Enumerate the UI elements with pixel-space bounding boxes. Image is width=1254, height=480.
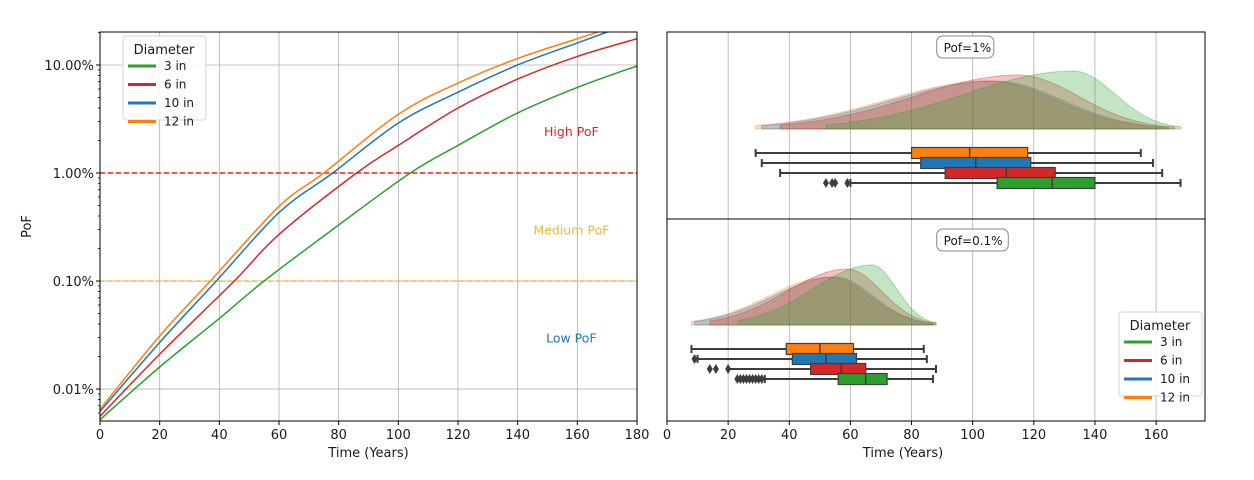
box-iqr xyxy=(791,352,858,366)
outlier-marker xyxy=(844,178,851,188)
axes-frame xyxy=(99,31,638,422)
outlier-marker xyxy=(740,374,747,384)
outlier-marker xyxy=(829,178,836,188)
y-tick-label: 0.01% xyxy=(53,383,94,398)
y-axis-label: PoF xyxy=(20,215,35,238)
x-tick-label: 180 xyxy=(625,428,650,443)
box-iqr xyxy=(944,166,1056,180)
outlier-marker xyxy=(706,364,713,374)
outlier-marker xyxy=(743,374,750,384)
legend-label: 12 in xyxy=(164,115,194,129)
box-12in xyxy=(690,342,925,356)
y-tick-label: 10.00% xyxy=(44,59,94,74)
series-line-10in xyxy=(100,32,608,412)
x-tick-label: 20 xyxy=(720,428,737,443)
kde-10in xyxy=(694,276,934,326)
x-tick-label: 20 xyxy=(151,428,168,443)
x-tick-label: 100 xyxy=(386,428,411,443)
outlier-marker xyxy=(737,374,744,384)
x-tick-label: 60 xyxy=(842,428,859,443)
x-tick-label: 80 xyxy=(903,428,920,443)
outlier-marker xyxy=(712,364,719,374)
legend-label: 3 in xyxy=(1160,335,1182,349)
legend-label: 6 in xyxy=(1160,354,1182,368)
kde-6in xyxy=(779,74,1175,130)
x-tick-label: 60 xyxy=(271,428,288,443)
x-tick-label: 140 xyxy=(505,428,530,443)
y-tick-label: 1.00% xyxy=(53,167,94,182)
x-tick-label: 140 xyxy=(1083,428,1108,443)
outlier-marker xyxy=(752,374,759,384)
kde-12in xyxy=(755,80,1163,130)
box-6in xyxy=(706,362,937,376)
series-lines xyxy=(100,32,637,421)
x-axis-label: Time (Years) xyxy=(862,446,943,461)
outlier-marker xyxy=(746,374,753,384)
y-tick-label: 0.10% xyxy=(53,275,94,290)
legend-label: 6 in xyxy=(164,78,186,92)
box-chart-pof-1pct: Pof=1% xyxy=(727,32,1182,219)
outlier-marker xyxy=(734,374,741,384)
legend-box xyxy=(122,35,207,121)
legend-label: 10 in xyxy=(1160,372,1190,386)
x-axis-label: Time (Years) xyxy=(327,446,408,461)
series-line-3in xyxy=(100,65,637,421)
legend-label: 3 in xyxy=(164,59,186,73)
kde-3in xyxy=(825,70,1182,130)
box-chart-pof-0.1pct: Pof=0.1% xyxy=(690,219,1157,421)
annotation-box xyxy=(936,228,1009,252)
x-tick-label: 80 xyxy=(330,428,347,443)
left-chart: High PoF Medium PoF Low PoF 0 20 40 60 80 100 120… xyxy=(20,31,650,461)
outlier-marker xyxy=(832,178,839,188)
axes-frame-bottom xyxy=(666,218,1206,422)
legend-label: 12 in xyxy=(1160,391,1190,405)
series-line-12in xyxy=(100,32,599,410)
x-tick-label: 160 xyxy=(565,428,590,443)
box-6in xyxy=(779,166,1164,180)
kde-6in xyxy=(709,268,937,326)
box-iqr xyxy=(996,176,1096,190)
legend-title: Diameter xyxy=(1130,319,1191,334)
legend-label: 10 in xyxy=(164,96,194,110)
zone-label: High PoF xyxy=(544,124,599,139)
zone-label: Medium PoF xyxy=(533,222,609,237)
x-tick-label: 120 xyxy=(1021,428,1046,443)
x-tick-label: 0 xyxy=(96,428,104,443)
box-10in xyxy=(691,352,928,366)
box-3in xyxy=(822,176,1182,190)
box-iqr xyxy=(837,372,888,386)
kde-10in xyxy=(761,80,1169,130)
outlier-marker xyxy=(691,354,698,364)
x-tick-label: 100 xyxy=(960,428,985,443)
x-tick-label: 40 xyxy=(211,428,228,443)
kde-12in xyxy=(690,276,934,326)
legend-title: Diameter xyxy=(134,43,195,58)
zone-label: Low PoF xyxy=(546,330,597,345)
annotation-text: Pof=0.1% xyxy=(944,234,1003,248)
x-tick-label: 40 xyxy=(781,428,798,443)
kde-3in xyxy=(736,264,937,326)
x-tick-label: 160 xyxy=(1144,428,1169,443)
box-3in xyxy=(734,372,934,386)
annotation-text: Pof=1% xyxy=(944,41,991,55)
outlier-marker xyxy=(758,374,765,384)
x-tick-label: 120 xyxy=(446,428,471,443)
box-10in xyxy=(760,156,1155,170)
outlier-marker xyxy=(755,374,762,384)
box-12in xyxy=(754,146,1142,160)
series-line-6in xyxy=(100,38,637,417)
annotation-box xyxy=(936,35,995,59)
outlier-marker xyxy=(725,364,732,374)
box-iqr xyxy=(810,362,867,376)
outlier-marker xyxy=(749,374,756,384)
legend-box xyxy=(1118,311,1203,397)
outlier-marker xyxy=(822,178,829,188)
x-tick-label: 0 xyxy=(663,428,671,443)
